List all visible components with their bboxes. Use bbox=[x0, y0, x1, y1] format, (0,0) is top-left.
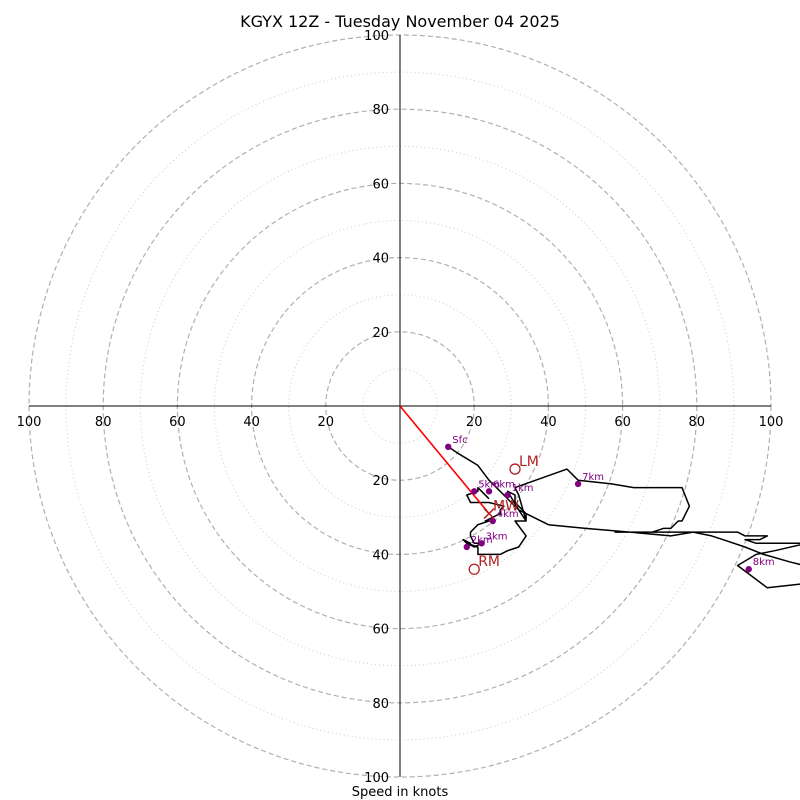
right-mover-label: RM bbox=[478, 554, 500, 570]
tick-label-left-40: 40 bbox=[243, 415, 260, 430]
tick-label-top-20: 20 bbox=[372, 326, 389, 341]
height-marker-3km bbox=[478, 540, 485, 547]
height-label-8km: 8km bbox=[753, 557, 775, 568]
height-marker-8km bbox=[745, 566, 752, 573]
ring-tick-labels: 20 20 20 20 40 40 40 40 60 60 60 60 80 80 80 80 100 100 10… bbox=[17, 29, 784, 786]
tick-label-left-20: 20 bbox=[318, 415, 335, 430]
storm-motion-markers: LM RM MW bbox=[468, 454, 539, 575]
x-axis-label: Speed in knots bbox=[352, 785, 449, 800]
height-label-1km: 1km bbox=[512, 483, 534, 494]
height-marker-7km bbox=[574, 480, 582, 488]
tick-label-bottom-40: 40 bbox=[372, 548, 389, 563]
height-markers: Sfc1km2km3km4km5km6km7km8km bbox=[445, 435, 775, 573]
height-label-5km: 5km bbox=[478, 479, 500, 490]
height-marker-4km bbox=[489, 517, 496, 525]
height-label-6km: 6km bbox=[493, 479, 515, 490]
mean-wind-vector bbox=[399, 405, 490, 515]
height-marker-6km bbox=[485, 488, 493, 495]
tick-label-top-100: 100 bbox=[364, 29, 389, 44]
tick-label-bottom-20: 20 bbox=[372, 474, 389, 489]
tick-label-right-100: 100 bbox=[759, 415, 784, 430]
height-marker-1km bbox=[504, 491, 511, 499]
height-label-3km: 3km bbox=[486, 531, 508, 542]
left-mover-label: LM bbox=[519, 454, 539, 470]
height-marker-2km bbox=[463, 543, 470, 551]
tick-label-bottom-60: 60 bbox=[372, 623, 389, 638]
mean-wind-label: MW bbox=[493, 499, 519, 515]
height-marker-5km bbox=[471, 488, 478, 495]
right-mover-marker bbox=[468, 563, 480, 575]
height-label-7km: 7km bbox=[582, 472, 604, 483]
tick-label-right-80: 80 bbox=[689, 415, 706, 430]
tick-label-right-20: 20 bbox=[466, 415, 483, 430]
mean-wind-cross-b bbox=[483, 508, 495, 520]
hodograph-series bbox=[399, 405, 800, 589]
tick-label-top-60: 60 bbox=[372, 177, 389, 192]
tick-label-left-100: 100 bbox=[17, 415, 42, 430]
tick-label-left-60: 60 bbox=[169, 415, 186, 430]
height-label-4km: 4km bbox=[497, 509, 519, 520]
tick-label-left-80: 80 bbox=[95, 415, 112, 430]
tick-label-right-60: 60 bbox=[614, 415, 631, 430]
left-mover-marker bbox=[509, 463, 521, 475]
tick-label-top-80: 80 bbox=[372, 103, 389, 118]
tick-label-bottom-100: 100 bbox=[364, 771, 389, 786]
tick-label-bottom-80: 80 bbox=[372, 697, 389, 712]
tick-label-top-40: 40 bbox=[372, 252, 389, 267]
height-marker-sfc bbox=[445, 443, 452, 451]
height-label-sfc: Sfc bbox=[452, 435, 467, 446]
tick-label-right-40: 40 bbox=[540, 415, 557, 430]
chart-title: KGYX 12Z - Tuesday November 04 2025 bbox=[240, 12, 560, 31]
